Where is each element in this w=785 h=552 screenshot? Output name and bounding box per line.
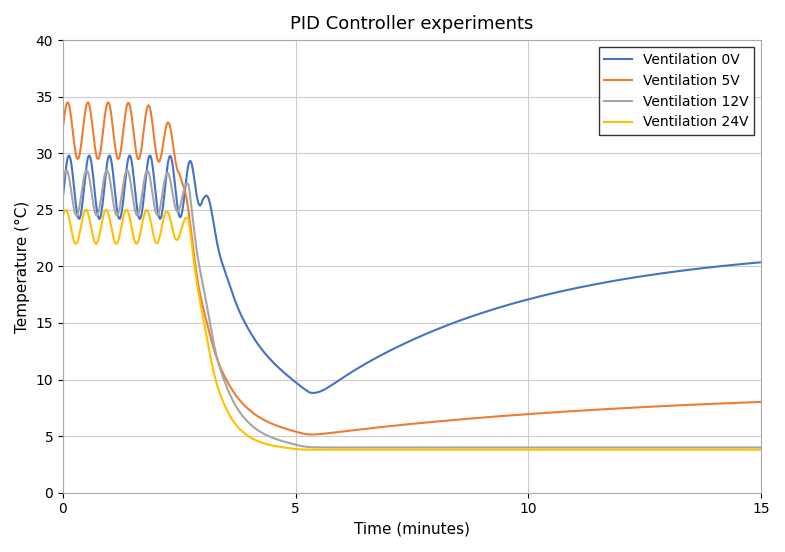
X-axis label: Time (minutes): Time (minutes) bbox=[354, 522, 470, 537]
Ventilation 12V bbox=[579, 444, 589, 451]
Ventilation 5V bbox=[325, 429, 334, 436]
Ventilation 5V bbox=[63, 99, 72, 105]
Ventilation 12V bbox=[325, 444, 334, 451]
Line: Ventilation 24V: Ventilation 24V bbox=[63, 210, 761, 450]
Ventilation 5V bbox=[185, 218, 195, 225]
Ventilation 12V bbox=[58, 179, 68, 185]
Ventilation 5V bbox=[513, 412, 522, 418]
Ventilation 24V bbox=[325, 447, 334, 453]
Ventilation 5V bbox=[579, 407, 589, 414]
Ventilation 12V bbox=[633, 444, 642, 451]
Ventilation 12V bbox=[544, 444, 553, 451]
Ventilation 0V bbox=[58, 193, 68, 200]
Line: Ventilation 5V: Ventilation 5V bbox=[63, 102, 761, 434]
Ventilation 5V bbox=[633, 404, 642, 411]
Ventilation 0V bbox=[477, 310, 487, 316]
Ventilation 24V bbox=[61, 206, 71, 213]
Ventilation 5V bbox=[757, 399, 766, 405]
Ventilation 0V bbox=[85, 152, 94, 159]
Ventilation 0V bbox=[757, 259, 766, 266]
Ventilation 5V bbox=[477, 415, 487, 421]
Legend: Ventilation 0V, Ventilation 5V, Ventilation 12V, Ventilation 24V: Ventilation 0V, Ventilation 5V, Ventilat… bbox=[599, 47, 754, 135]
Ventilation 0V bbox=[513, 299, 522, 306]
Ventilation 0V bbox=[579, 283, 589, 290]
Ventilation 24V bbox=[757, 447, 766, 453]
Ventilation 24V bbox=[185, 225, 195, 232]
Line: Ventilation 12V: Ventilation 12V bbox=[63, 170, 761, 448]
Ventilation 12V bbox=[477, 444, 487, 451]
Y-axis label: Temperature (°C): Temperature (°C) bbox=[15, 200, 30, 332]
Ventilation 0V bbox=[633, 274, 642, 280]
Ventilation 0V bbox=[309, 390, 318, 396]
Ventilation 12V bbox=[185, 190, 195, 197]
Ventilation 12V bbox=[513, 444, 522, 451]
Ventilation 12V bbox=[757, 444, 766, 451]
Ventilation 24V bbox=[550, 447, 559, 453]
Title: PID Controller experiments: PID Controller experiments bbox=[290, 15, 534, 33]
Ventilation 12V bbox=[62, 167, 71, 173]
Ventilation 5V bbox=[58, 125, 68, 131]
Ventilation 0V bbox=[185, 158, 195, 164]
Ventilation 24V bbox=[579, 447, 589, 453]
Line: Ventilation 0V: Ventilation 0V bbox=[63, 156, 761, 393]
Ventilation 24V bbox=[633, 447, 642, 453]
Ventilation 24V bbox=[513, 447, 522, 453]
Ventilation 5V bbox=[308, 431, 317, 438]
Ventilation 24V bbox=[58, 213, 68, 219]
Ventilation 0V bbox=[325, 383, 334, 390]
Ventilation 24V bbox=[477, 447, 487, 453]
